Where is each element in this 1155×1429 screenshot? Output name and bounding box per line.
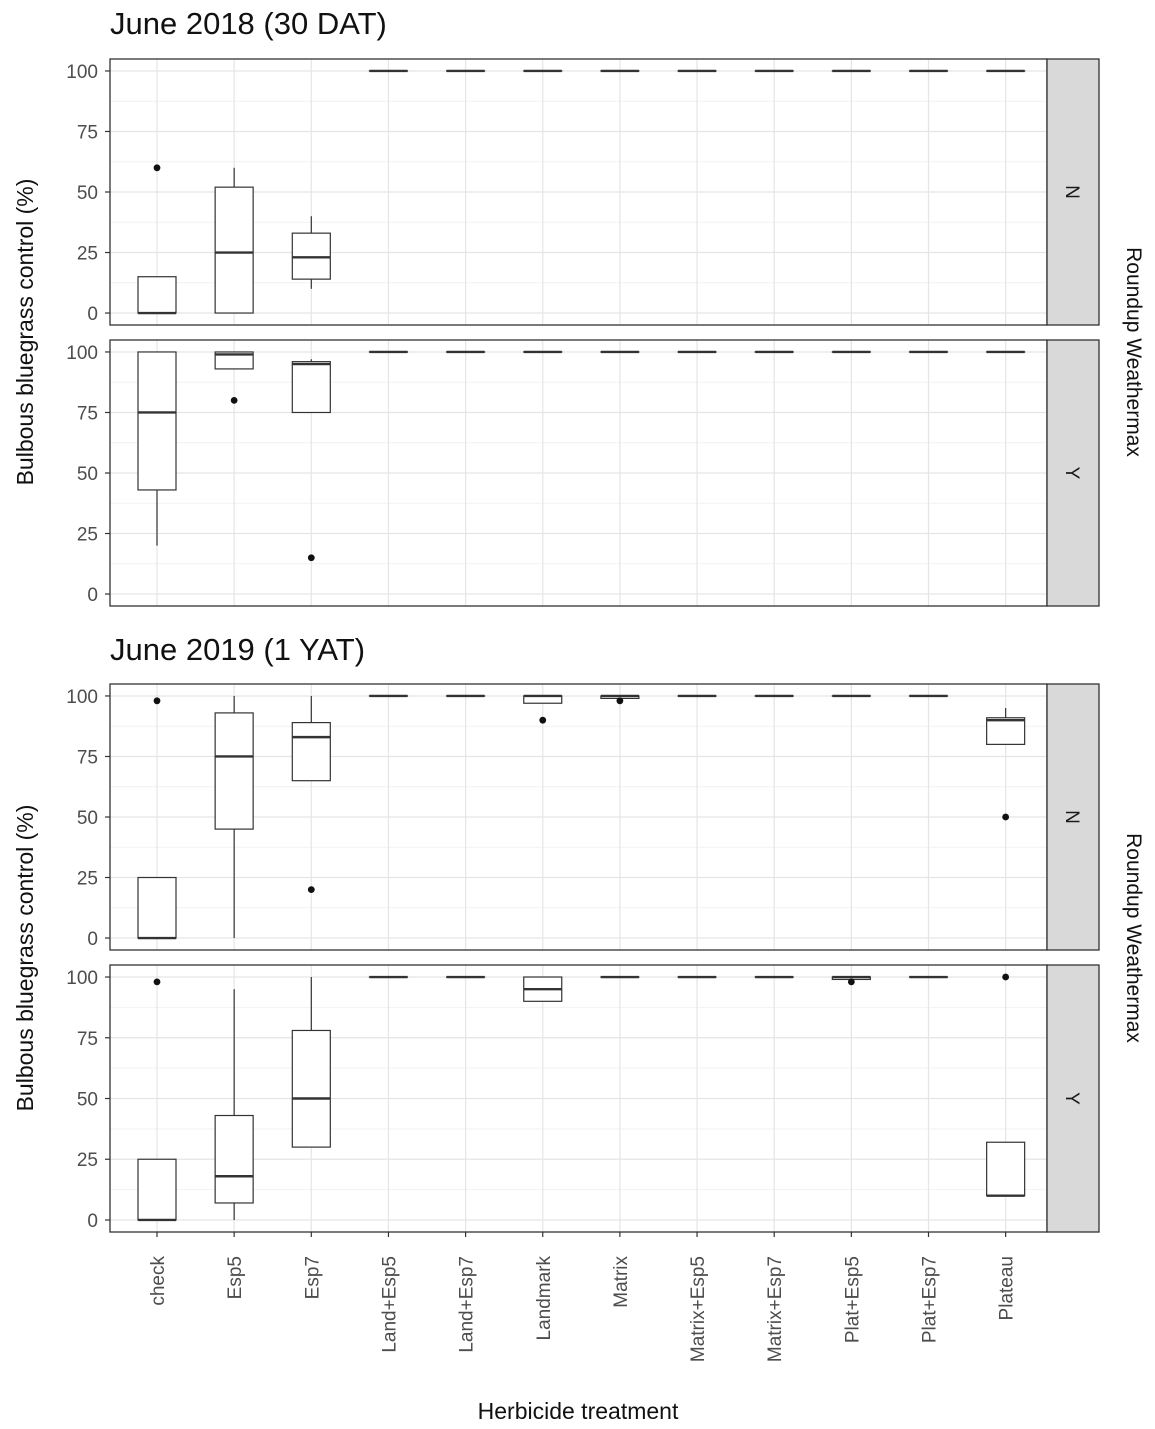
facet-title-2019: Roundup Weathermax [1122, 833, 1145, 1043]
facet-strip-label: N [1061, 185, 1082, 199]
box [138, 277, 176, 313]
chart-title-2018: June 2018 (30 DAT) [110, 6, 387, 41]
y-tick-label: 25 [77, 525, 98, 546]
facet-title-2018: Roundup Weathermax [1122, 247, 1145, 457]
outlier-point [154, 164, 161, 171]
x-tick-label: Plat+Esp5 [842, 1256, 863, 1343]
y-tick-label: 50 [77, 464, 98, 485]
x-axis-label: Herbicide treatment [478, 1398, 679, 1424]
x-tick-label: Matrix+Esp7 [765, 1256, 786, 1362]
x-tick-label: Matrix+Esp5 [688, 1256, 709, 1362]
facet-strip-label: Y [1061, 467, 1082, 480]
y-axis-label-2018: Bulbous bluegrass control (%) [12, 179, 38, 486]
y-tick-label: 50 [77, 808, 98, 829]
box [138, 352, 176, 490]
x-tick-label: Land+Esp5 [379, 1256, 400, 1353]
y-tick-label: 75 [77, 403, 98, 424]
outlier-point [848, 978, 855, 985]
chart-title-2019: June 2019 (1 YAT) [110, 632, 365, 667]
box [987, 1142, 1025, 1195]
y-tick-label: 100 [66, 968, 98, 989]
box [292, 723, 330, 781]
x-tick-label: check [148, 1256, 169, 1306]
x-tick-label: Esp7 [302, 1256, 323, 1299]
box [292, 233, 330, 279]
outlier-point [154, 978, 161, 985]
outlier-point [308, 886, 315, 893]
outlier-point [1002, 814, 1009, 821]
y-tick-label: 100 [66, 687, 98, 708]
y-tick-label: 75 [77, 747, 98, 768]
y-tick-label: 0 [87, 929, 98, 950]
box [987, 718, 1025, 745]
y-axis-label-2019: Bulbous bluegrass control (%) [12, 805, 38, 1112]
outlier-point [231, 397, 238, 404]
y-tick-label: 0 [87, 585, 98, 606]
outlier-point [154, 697, 161, 704]
box [292, 1030, 330, 1147]
box [215, 1116, 253, 1203]
y-tick-label: 75 [77, 1029, 98, 1050]
y-tick-label: 25 [77, 244, 98, 265]
outlier-point [1002, 974, 1009, 981]
facet-strip-label: Y [1061, 1092, 1082, 1105]
x-tick-label: Landmark [534, 1256, 555, 1341]
y-tick-label: 100 [66, 343, 98, 364]
box [292, 362, 330, 413]
x-tick-label: Plateau [997, 1256, 1018, 1320]
y-tick-label: 100 [66, 62, 98, 83]
outlier-point [308, 554, 315, 561]
y-tick-label: 50 [77, 1090, 98, 1111]
y-tick-label: 25 [77, 869, 98, 890]
x-tick-label: Plat+Esp7 [920, 1256, 941, 1343]
box [215, 187, 253, 313]
outlier-point [617, 697, 624, 704]
x-tick-label: Land+Esp7 [457, 1256, 478, 1353]
y-tick-label: 50 [77, 183, 98, 204]
y-tick-label: 0 [87, 304, 98, 325]
y-tick-label: 75 [77, 122, 98, 143]
x-tick-label: Matrix [611, 1256, 632, 1308]
x-tick-label: Esp5 [225, 1256, 246, 1299]
box [138, 1159, 176, 1220]
plot-layer: 0 25 50 75 100 N 0 25 50 75 100 Y 0 25 50 75 100 N 0 25 50 75… [66, 59, 1099, 1362]
y-tick-label: 0 [87, 1211, 98, 1232]
outlier-point [539, 717, 546, 724]
facet-strip-label: N [1061, 810, 1082, 824]
box [215, 713, 253, 829]
y-tick-label: 25 [77, 1150, 98, 1171]
box [138, 878, 176, 939]
